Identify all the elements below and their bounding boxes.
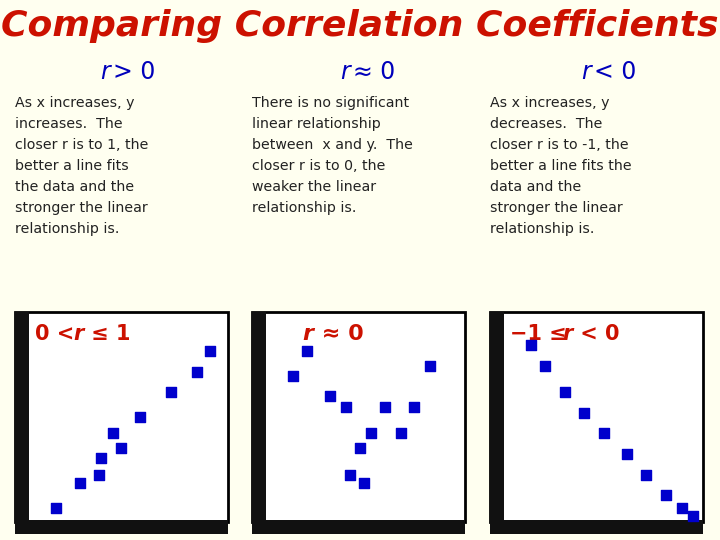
Text: closer r is to 0, the: closer r is to 0, the [252,159,385,173]
Point [191,367,202,376]
Point [115,443,127,452]
Point [424,361,436,370]
Point [559,388,570,396]
Point [344,470,356,479]
Point [660,491,672,500]
Point [74,478,86,487]
Bar [490,312,703,522]
Text: between  x and y.  The: between x and y. The [252,138,413,152]
Point [676,503,688,512]
Point [598,429,609,438]
Text: increases.  The: increases. The [15,117,122,131]
Point [379,402,391,411]
Point [96,454,107,463]
Text: There is no significant: There is no significant [252,96,409,110]
Point [135,413,146,421]
Point [107,429,119,438]
Text: weaker the linear: weaker the linear [252,180,376,194]
Text: closer r is to -1, the: closer r is to -1, the [490,138,629,152]
Bar [490,520,703,534]
Bar [252,312,465,522]
Bar [252,520,465,534]
Text: Comparing Correlation Coefficients: Comparing Correlation Coefficients [1,9,719,43]
Text: $r$: $r$ [100,60,113,84]
Bar [15,312,29,534]
Point [526,341,537,349]
Point [408,402,420,411]
Text: r: r [302,324,313,344]
Bar [15,312,228,522]
Text: better a line fits the: better a line fits the [490,159,631,173]
Text: better a line fits: better a line fits [15,159,129,173]
Text: relationship is.: relationship is. [490,222,595,236]
Text: −1 ≤: −1 ≤ [510,324,574,344]
Text: As x increases, y: As x increases, y [490,96,610,110]
Text: $r$: $r$ [340,60,353,84]
Point [325,392,336,401]
Text: As x increases, y: As x increases, y [15,96,135,110]
Point [358,478,369,487]
Point [94,470,105,479]
Text: ≈ 0: ≈ 0 [353,60,395,84]
Point [204,347,216,355]
Text: 0 <: 0 < [35,324,81,344]
Point [578,409,590,417]
Text: data and the: data and the [490,180,581,194]
Point [166,388,177,396]
Point [287,372,299,380]
Text: < 0: < 0 [573,324,619,344]
Text: > 0: > 0 [113,60,156,84]
Point [301,347,312,355]
Bar [490,312,504,534]
Point [539,361,551,370]
Text: < 0: < 0 [594,60,636,84]
Point [688,511,699,520]
Point [395,429,406,438]
Text: relationship is.: relationship is. [15,222,120,236]
Text: the data and the: the data and the [15,180,134,194]
Text: closer r is to 1, the: closer r is to 1, the [15,138,148,152]
Text: stronger the linear: stronger the linear [15,201,148,215]
Point [641,470,652,479]
Text: relationship is.: relationship is. [252,201,356,215]
Text: r: r [73,324,84,344]
Text: stronger the linear: stronger the linear [490,201,623,215]
Point [366,429,377,438]
Text: ≤ 1: ≤ 1 [84,324,130,344]
Bar [252,312,266,534]
Text: r: r [562,324,572,344]
Point [354,443,366,452]
Text: ≈ 0: ≈ 0 [314,324,364,344]
Text: decreases.  The: decreases. The [490,117,603,131]
Text: $r$: $r$ [581,60,594,84]
Point [50,503,62,512]
Bar [15,520,228,534]
Point [341,402,352,411]
Text: linear relationship: linear relationship [252,117,381,131]
Point [621,450,633,458]
